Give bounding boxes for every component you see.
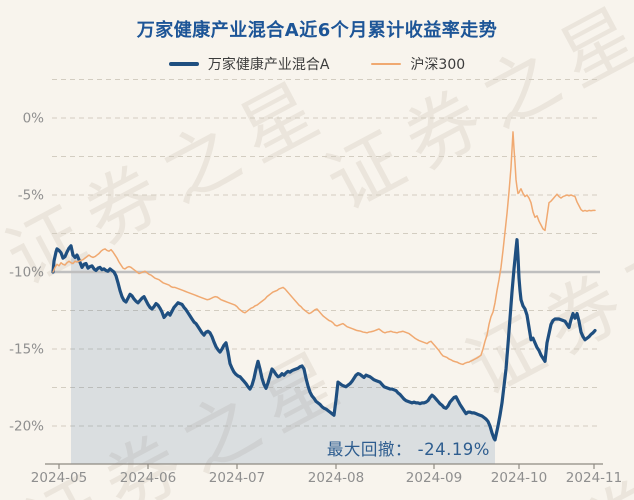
legend-item-index: 沪深300 <box>371 54 465 74</box>
fund-line-swatch <box>168 61 199 67</box>
y-axis-label: -5% <box>18 188 44 204</box>
x-axis-label: 2024-06 <box>120 470 176 486</box>
legend-item-fund: 万家健康产业混合A <box>168 54 330 74</box>
max-drawdown-label: 最大回撤： -24.19% <box>326 440 490 459</box>
y-axis-label: -10% <box>9 265 44 281</box>
x-axis-label: 2024-10 <box>491 470 547 486</box>
y-axis-label: -20% <box>9 419 44 435</box>
y-axis-label: 0% <box>23 111 45 127</box>
x-axis-label: 2024-11 <box>566 470 622 486</box>
chart-title: 万家健康产业混合A近6个月累计收益率走势 <box>136 20 498 41</box>
legend: 万家健康产业混合A 沪深300 <box>0 54 634 74</box>
x-axis-label: 2024-08 <box>308 470 364 486</box>
legend-label-index: 沪深300 <box>410 57 466 73</box>
x-axis-label: 2024-05 <box>31 470 87 486</box>
y-axis-label: -15% <box>9 342 44 358</box>
x-axis-label: 2024-09 <box>406 470 462 486</box>
x-axis-label: 2024-07 <box>209 470 265 486</box>
index-line-swatch <box>371 63 402 65</box>
legend-label-fund: 万家健康产业混合A <box>207 57 330 73</box>
